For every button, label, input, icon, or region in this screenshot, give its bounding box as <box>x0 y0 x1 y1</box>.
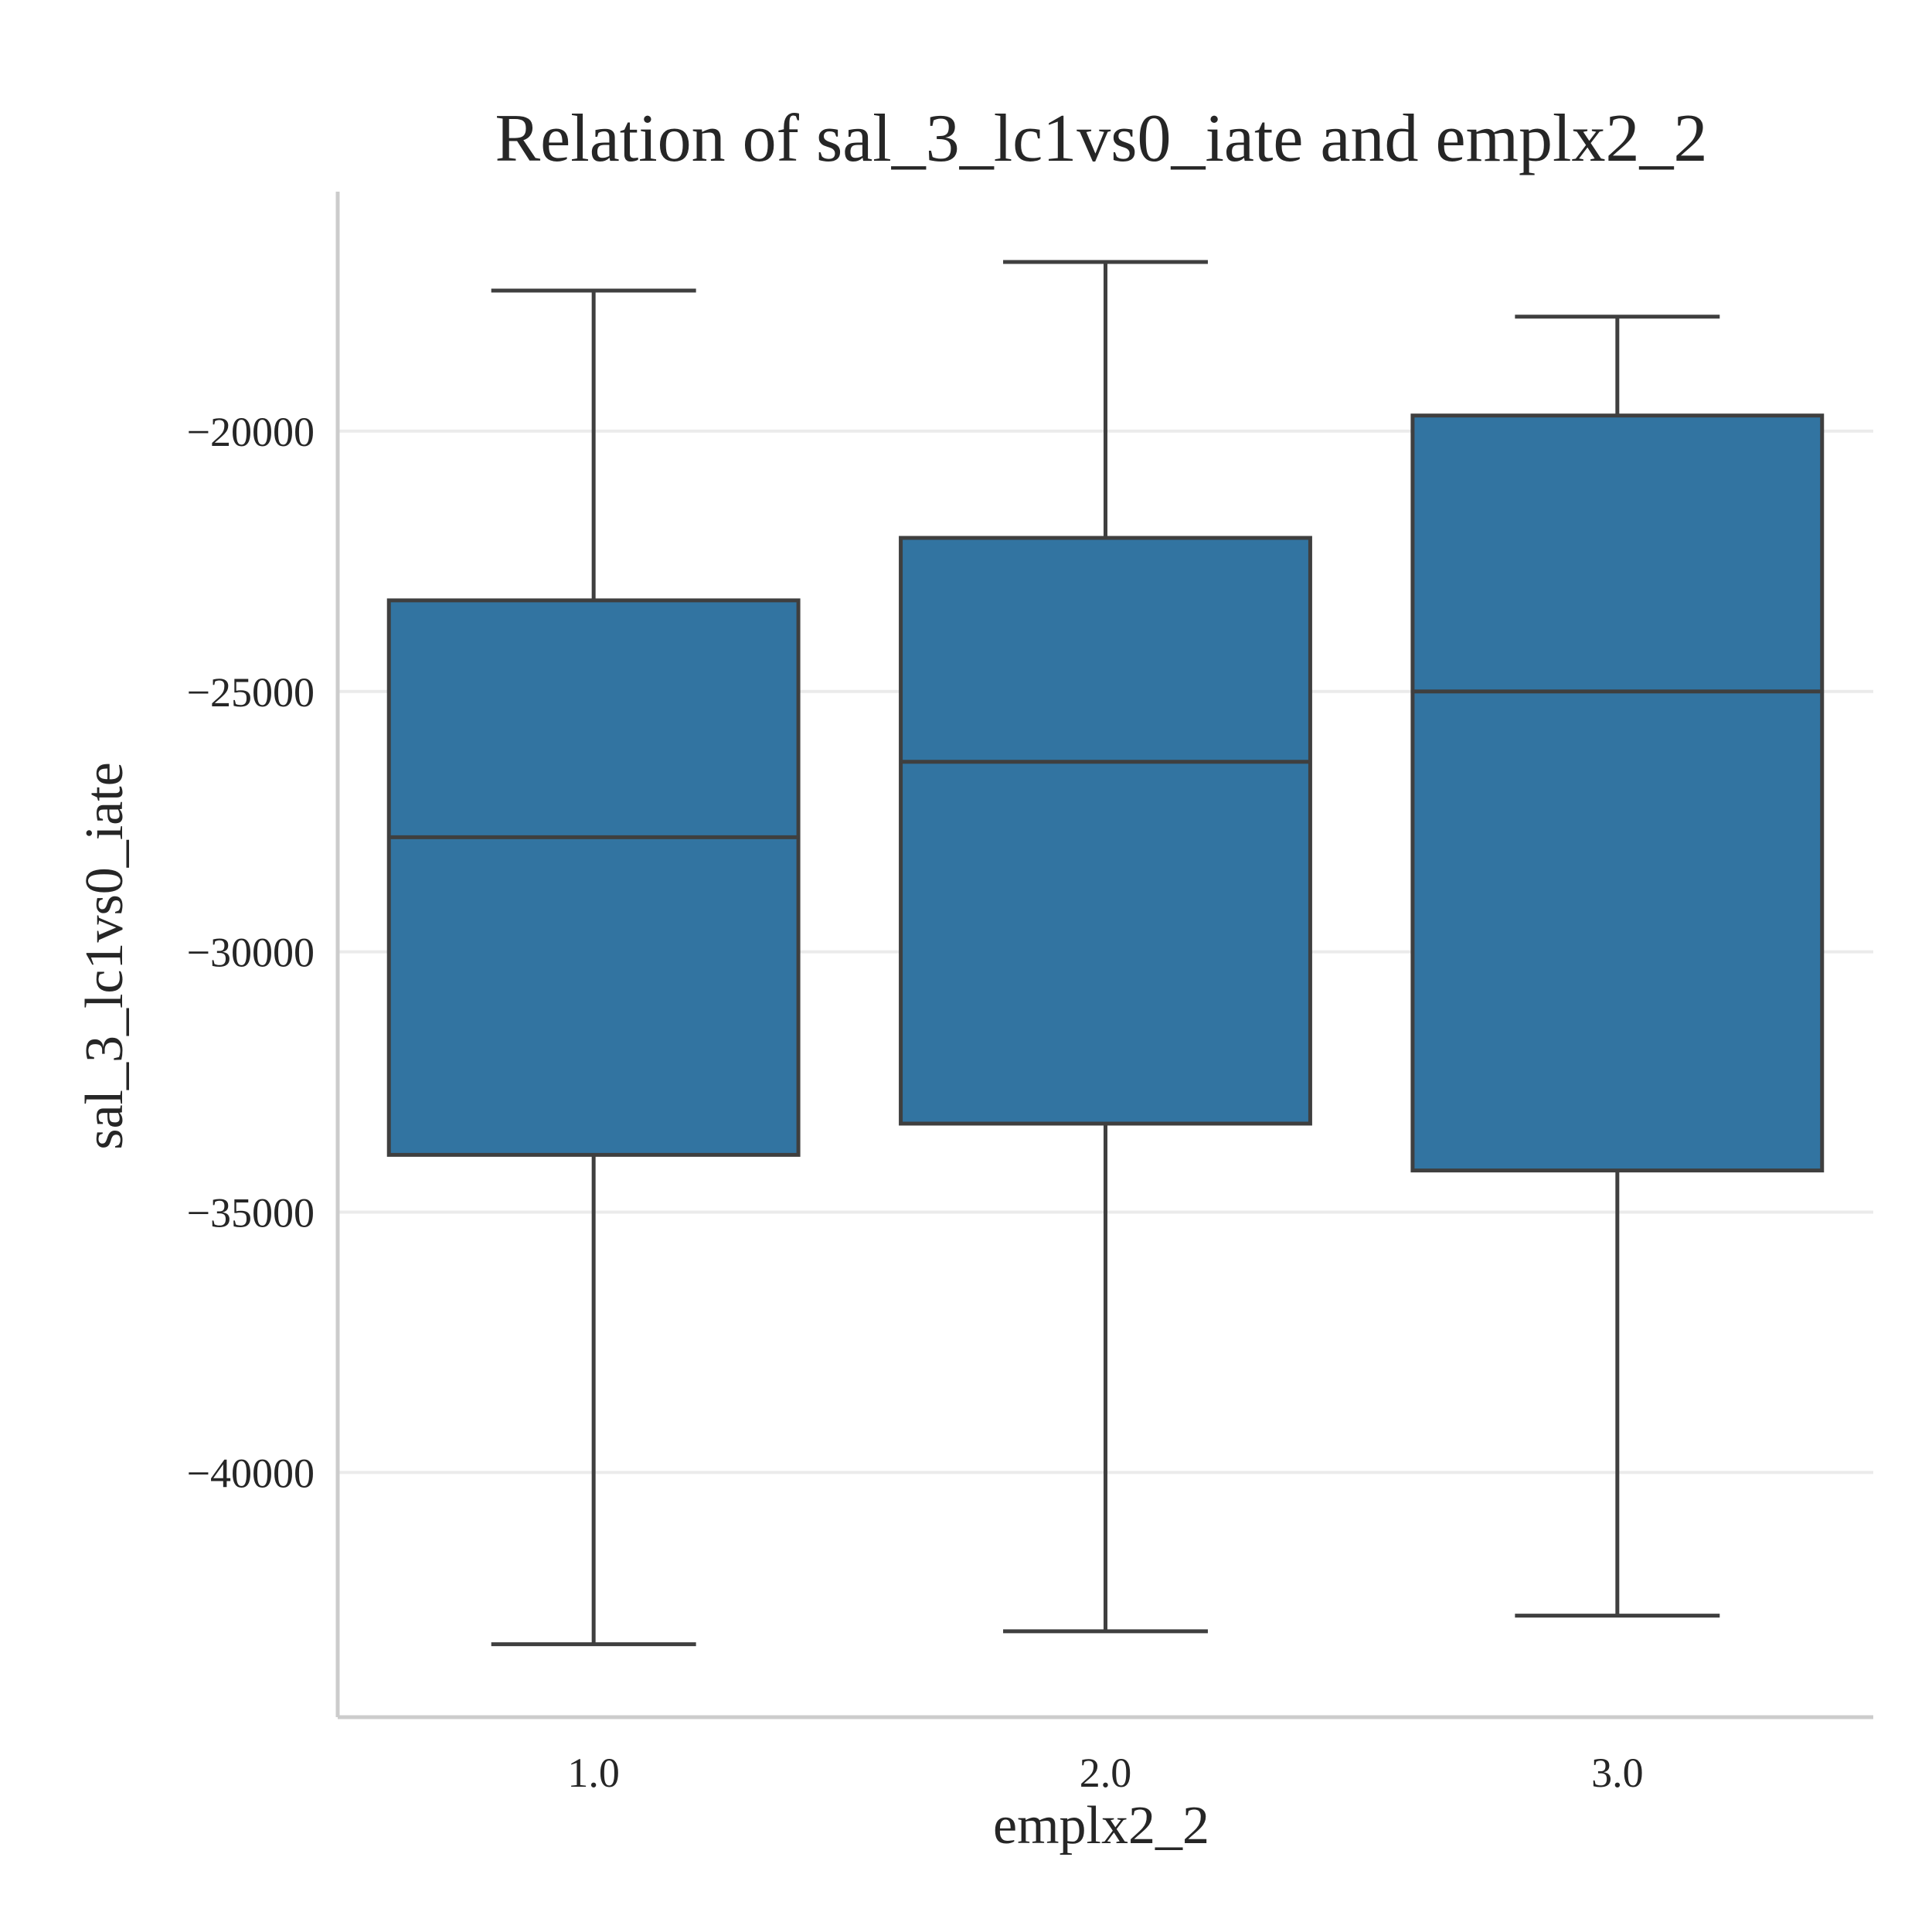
y-tick-label: −20000 <box>187 409 315 455</box>
box-3.0 <box>1410 315 1825 1618</box>
box-2.0 <box>899 260 1312 1634</box>
x-tick-label: 3.0 <box>1591 1750 1644 1796</box>
iqr-box <box>899 536 1312 1126</box>
y-tick-label: −40000 <box>187 1450 315 1496</box>
iqr-box <box>386 598 801 1157</box>
x-tick-label: 1.0 <box>567 1750 620 1796</box>
y-tick-label: −25000 <box>187 669 315 716</box>
iqr-box <box>1410 413 1825 1173</box>
x-axis-label: emplx2_2 <box>993 1796 1209 1855</box>
x-tick-label: 2.0 <box>1080 1750 1132 1796</box>
y-axis-label: sal_3_lc1vs0_iate <box>75 762 134 1150</box>
x-tick-labels: 1.0 2.0 3.0 <box>567 1750 1643 1796</box>
axis-spines <box>335 192 1873 1719</box>
boxplot-boxes <box>386 260 1825 1647</box>
y-tick-labels: −20000 −25000 −30000 −35000 −40000 <box>187 409 315 1496</box>
y-tick-label: −30000 <box>187 930 315 976</box>
chart-title: Relation of sal_3_lc1vs0_iate and emplx2… <box>495 101 1707 176</box>
box-1.0 <box>386 288 801 1647</box>
y-tick-label: −35000 <box>187 1189 315 1236</box>
